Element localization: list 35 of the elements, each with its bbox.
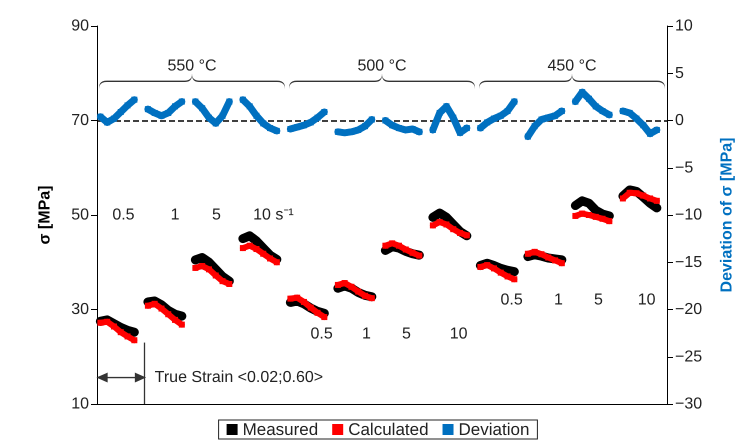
annotation: 10 s⁻¹ (253, 206, 294, 224)
y-axis-title: σ [MPa] (36, 186, 54, 244)
annotation: 0.5 (500, 292, 523, 309)
y2-tick-label: 5 (675, 64, 684, 82)
y-tick-label: 10 (71, 396, 90, 412)
annotation: 10 (638, 292, 656, 309)
legend-label: Deviation (458, 420, 530, 439)
y2-tick-label: −10 (675, 206, 702, 224)
y2-tick-label: −15 (675, 254, 702, 271)
y2-tick-label: 10 (675, 18, 693, 34)
annotation: 1 (554, 292, 563, 309)
y-tick-label: 90 (71, 18, 90, 34)
legend-label: Calculated (348, 420, 429, 439)
legend-label: Measured (242, 420, 318, 439)
y-tick-label: 50 (71, 206, 90, 224)
y2-tick-label: −5 (675, 159, 694, 176)
annotation: True Strain <0.02;0.60> (154, 369, 324, 386)
y2-tick-label: −25 (675, 348, 702, 366)
y-tick-label: 70 (71, 112, 90, 129)
annotation: 0.5 (310, 326, 333, 343)
y-tick-label: 30 (71, 301, 90, 318)
annotation: 1 (170, 206, 180, 224)
annotation: 550 °C (167, 58, 217, 75)
y2-tick-label: −30 (675, 396, 702, 412)
annotation: 5 (594, 292, 604, 309)
annotation: 450 °C (547, 58, 597, 75)
annotation: 500 °C (357, 58, 407, 75)
annotation: 5 (212, 206, 221, 224)
annotation: 1 (362, 326, 371, 343)
y2-tick-label: 0 (675, 112, 684, 129)
annotation: 5 (402, 326, 411, 343)
y2-tick-label: −20 (675, 301, 702, 318)
y2-axis-title: Deviation of σ [MPa] (718, 138, 736, 292)
annotation: 0.5 (112, 206, 135, 224)
annotation: 10 (450, 326, 468, 343)
